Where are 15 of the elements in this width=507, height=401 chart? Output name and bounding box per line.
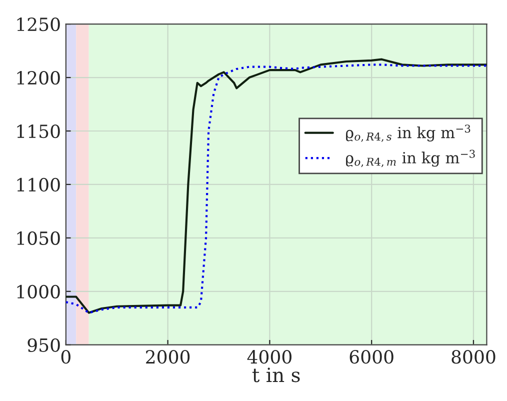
y-tick-label: 1200 (17, 70, 60, 85)
y-tick-label: 1250 (17, 18, 60, 32)
x-tick-label: 2000 (146, 350, 190, 364)
legend-label: ϱ$_{o,R4,s}$ in kg m$^{−3}$ (346, 124, 470, 142)
y-tick-label: 1000 (17, 284, 60, 299)
y-tick-label: 1100 (17, 178, 60, 192)
y-tick-label: 1050 (17, 231, 60, 246)
x-tick-label: 6000 (350, 350, 394, 364)
x-tick-label: 4000 (247, 350, 292, 364)
x-tick-label: 8000 (452, 350, 496, 364)
x-tick-label: 0 (61, 350, 70, 364)
y-tick-label: 1150 (17, 124, 60, 138)
legend-label: ϱ$_{o,R4,m}$ in kg m$^{−3}$ (346, 150, 475, 168)
y-tick-label: 950 (28, 338, 60, 352)
x-axis-title: t in s (252, 368, 300, 382)
